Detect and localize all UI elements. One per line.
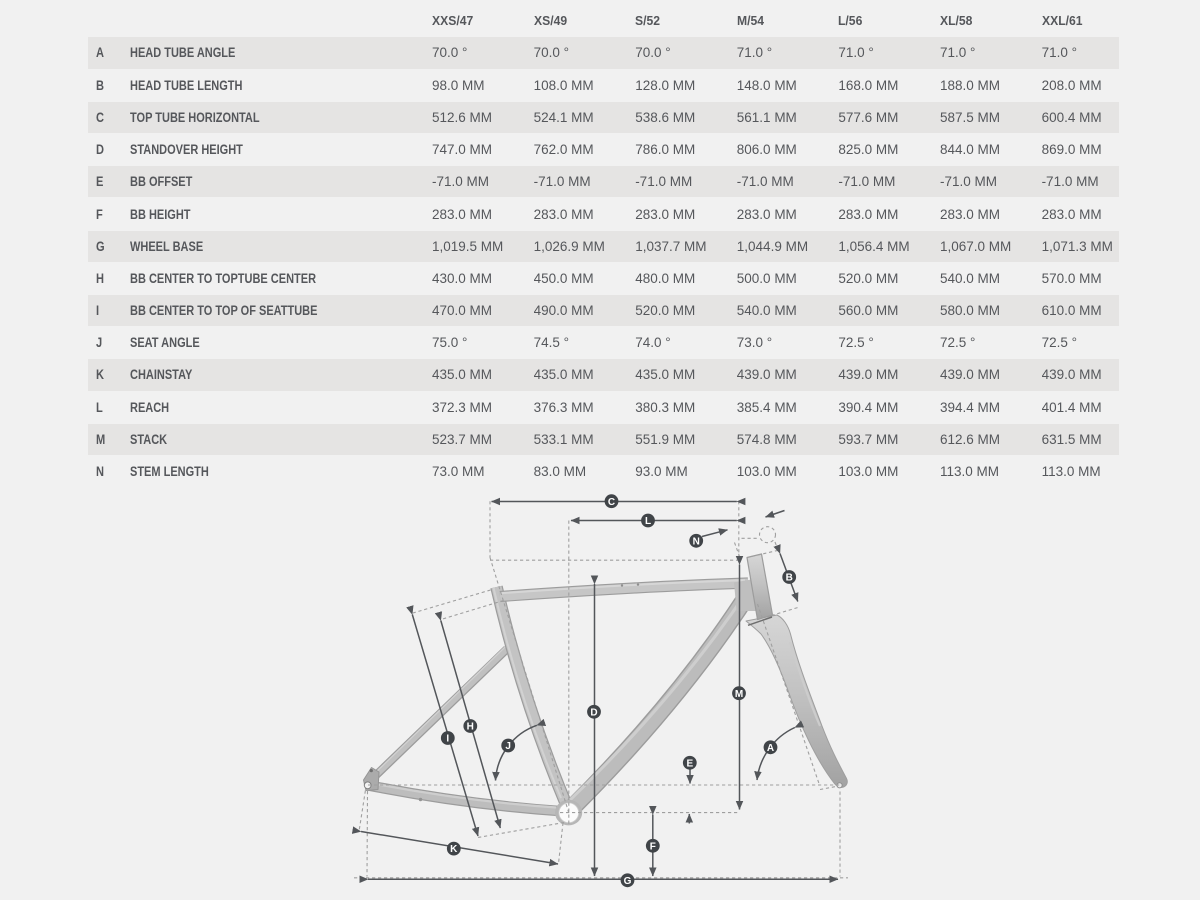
svg-text:H: H: [467, 722, 474, 733]
svg-text:G: G: [624, 876, 632, 887]
svg-text:D: D: [590, 707, 597, 718]
svg-text:L: L: [645, 516, 651, 527]
svg-text:K: K: [450, 844, 458, 855]
svg-text:I: I: [446, 734, 449, 745]
svg-text:M: M: [735, 689, 743, 700]
svg-text:J: J: [505, 741, 511, 752]
svg-text:B: B: [786, 573, 793, 584]
svg-text:E: E: [686, 758, 693, 769]
svg-text:N: N: [693, 536, 700, 547]
svg-text:F: F: [650, 841, 656, 852]
svg-text:C: C: [608, 497, 615, 508]
svg-text:A: A: [767, 743, 774, 754]
